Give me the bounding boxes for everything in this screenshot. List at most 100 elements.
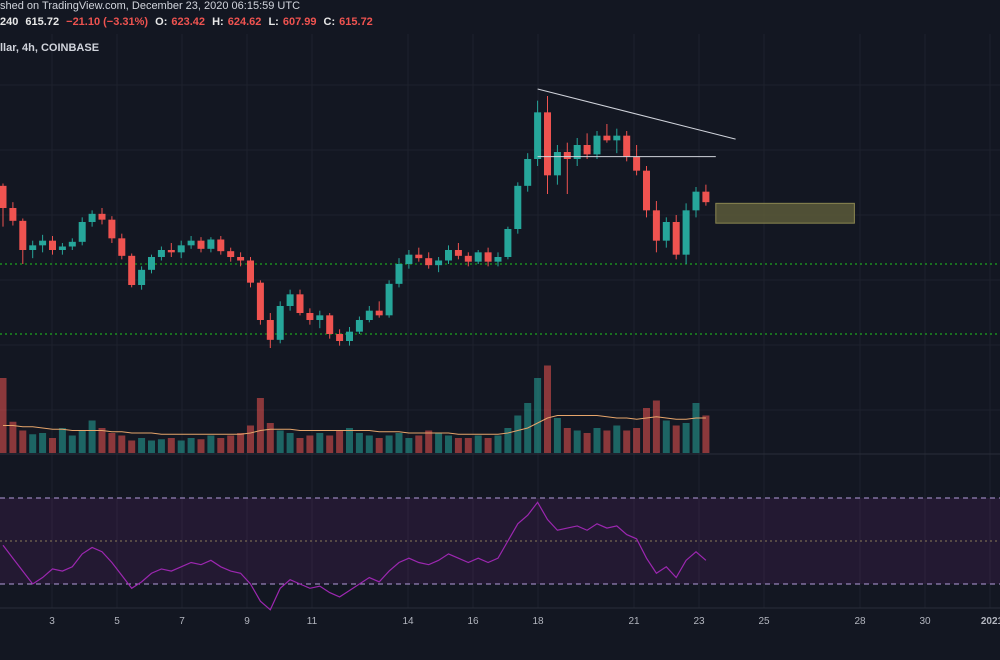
candle-body-46	[454, 250, 462, 256]
candle-body-59	[583, 145, 591, 155]
x-tick-12: 30	[919, 616, 931, 627]
volume-bar-65	[643, 408, 650, 453]
volume-bar-15	[148, 440, 155, 453]
candle-body-12	[118, 238, 126, 256]
volume-bar-67	[662, 420, 670, 453]
candle-body-47	[464, 255, 472, 262]
volume-bar-14	[138, 438, 146, 453]
candle-body-26	[256, 282, 264, 320]
candle-body-1	[9, 208, 17, 221]
high-value: 624.62	[227, 16, 262, 28]
volume-bar-36	[355, 433, 363, 453]
volume-bar-55	[544, 365, 551, 453]
candle-body-23	[227, 251, 235, 257]
open-label: O:	[155, 16, 168, 28]
volume-bar-49	[484, 438, 492, 453]
candle-body-52	[514, 185, 522, 229]
volume-bar-9	[88, 420, 96, 453]
volume-bar-0	[0, 378, 7, 453]
candle-body-22	[217, 239, 225, 252]
volume-bar-12	[118, 435, 126, 453]
candle-body-32	[316, 315, 324, 320]
candle-body-14	[138, 269, 146, 285]
candle-body-58	[573, 145, 581, 159]
volume-bar-27	[266, 423, 274, 453]
candle-body-9	[88, 213, 96, 222]
volume-bar-44	[435, 433, 443, 453]
volume-bar-2	[19, 430, 27, 453]
candle-body-71	[702, 191, 710, 203]
volume-bar-68	[672, 425, 680, 453]
x-tick-8: 21	[628, 616, 640, 627]
volume-bar-29	[286, 433, 294, 453]
volume-bar-16	[157, 439, 165, 453]
candle-body-54	[534, 112, 542, 159]
candle-body-57	[563, 152, 571, 159]
rsi-line	[2, 501, 707, 611]
candle-body-21	[207, 239, 215, 249]
candle-body-27	[266, 320, 274, 340]
candle-body-17	[167, 250, 175, 253]
volume-bar-31	[306, 435, 314, 453]
demand-zone	[715, 202, 855, 224]
last-price: 615.72	[25, 16, 60, 28]
candle-body-66	[652, 210, 660, 241]
candle-body-36	[355, 320, 363, 332]
volume-bar-43	[425, 430, 433, 453]
open-value: 623.42	[171, 16, 206, 28]
x-tick-1: 5	[114, 616, 120, 627]
volume-bar-63	[623, 430, 631, 453]
volume-bar-38	[375, 438, 383, 453]
candle-body-69	[682, 210, 690, 255]
volume-bar-69	[682, 423, 690, 453]
candle-body-67	[662, 222, 670, 241]
candle-body-65	[643, 170, 650, 211]
x-tick-4: 11	[307, 616, 318, 627]
volume-bar-8	[78, 430, 86, 453]
candle-body-63	[623, 135, 631, 157]
candle-body-34	[336, 334, 344, 341]
candle-body-33	[326, 315, 334, 334]
volume-bar-26	[256, 398, 264, 453]
candle-body-64	[633, 156, 641, 171]
candle-body-43	[425, 258, 433, 266]
candle-body-62	[613, 135, 621, 141]
candle-body-25	[247, 260, 254, 283]
low-value: 607.99	[282, 16, 317, 28]
candle-body-50	[494, 257, 502, 262]
candle-body-53	[524, 159, 532, 186]
volume-bar-59	[583, 433, 591, 453]
candle-body-30	[296, 294, 304, 313]
low-label: L:	[268, 16, 279, 28]
volume-bar-52	[514, 415, 522, 453]
volume-bar-71	[702, 415, 710, 453]
candle-body-38	[375, 310, 383, 316]
candle-body-0	[0, 185, 7, 208]
candle-body-16	[157, 250, 165, 257]
volume-bar-32	[316, 433, 324, 453]
interval-tail: 240	[0, 16, 19, 28]
volume-bar-58	[573, 430, 581, 453]
volume-bar-51	[504, 428, 512, 453]
x-tick-11: 28	[854, 616, 866, 627]
x-tick-6: 16	[467, 616, 479, 627]
volume-bar-45	[445, 435, 452, 453]
volume-bar-5	[49, 438, 56, 453]
volume-bar-41	[405, 438, 413, 453]
volume-bar-22	[217, 438, 225, 453]
candle-body-4	[39, 240, 47, 246]
volume-bar-25	[247, 425, 254, 453]
x-tick-13: 2021	[981, 616, 1000, 627]
candle-body-40	[395, 264, 403, 284]
candle-body-20	[197, 240, 205, 249]
price-change: −21.10 (−3.31%)	[66, 16, 149, 28]
volume-bar-3	[29, 434, 37, 453]
volume-bar-24	[237, 433, 245, 453]
candle-body-2	[19, 220, 27, 250]
candle-body-13	[128, 255, 136, 285]
candle-body-44	[435, 260, 443, 266]
candle-body-10	[98, 213, 106, 220]
candle-body-11	[108, 219, 116, 239]
